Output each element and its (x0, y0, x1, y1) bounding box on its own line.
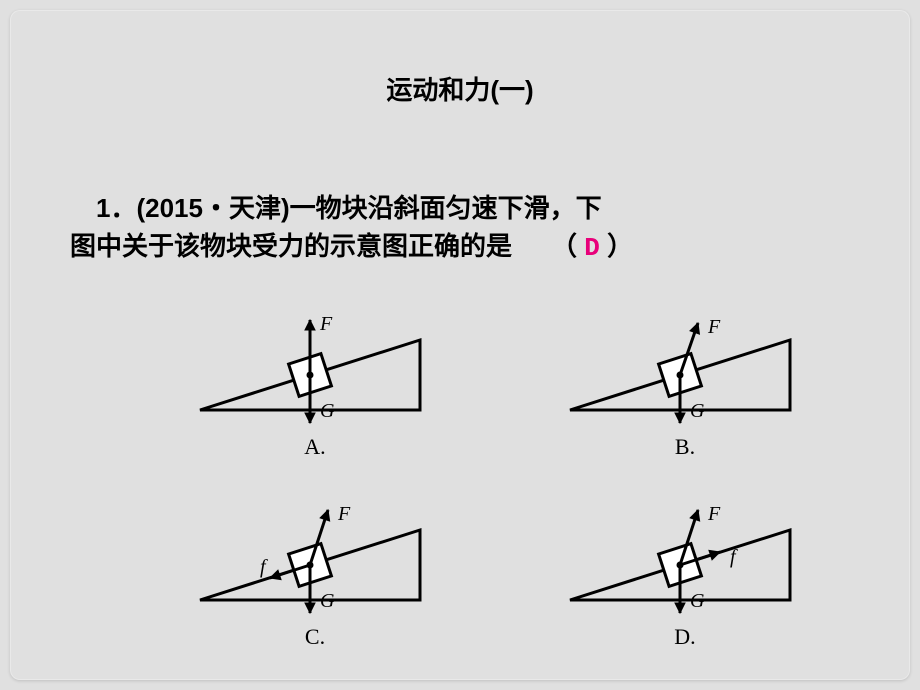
diagram-B: FGB. (560, 280, 810, 460)
diagram-D-svg: Ff G (560, 470, 810, 620)
svg-text:F: F (319, 313, 333, 335)
question-line2b: ） (607, 231, 633, 261)
diagram-A: FGA. (190, 280, 440, 460)
svg-text:G: G (320, 590, 335, 612)
slide: 运动和力(一) 1．(2015・天津)一物块沿斜面匀速下滑，下 图中关于该物块受… (10, 10, 910, 680)
diagram-D: Ff G D. (560, 470, 810, 650)
question-line2a: 图中关于该物块受力的示意图正确的是 （ (70, 231, 577, 261)
diagram-D-label: D. (560, 624, 810, 650)
diagram-B-svg: FG (560, 280, 810, 430)
question-line1: 1．(2015・天津)一物块沿斜面匀速下滑，下 (70, 193, 602, 223)
diagram-C-label: C. (190, 624, 440, 650)
slide-title: 运动和力(一) (10, 70, 910, 107)
question-text: 1．(2015・天津)一物块沿斜面匀速下滑，下 图中关于该物块受力的示意图正确的… (70, 190, 850, 267)
diagram-C: Ff G C. (190, 470, 440, 650)
diagram-A-svg: FG (190, 280, 440, 430)
diagram-B-label: B. (560, 434, 810, 460)
answer-letter: D (584, 233, 600, 263)
diagram-C-svg: Ff G (190, 470, 440, 620)
svg-text:f: f (260, 556, 268, 578)
svg-text:G: G (690, 590, 705, 612)
diagrams-area: FGA.FGB.FfGC.FfGD. (130, 280, 830, 660)
svg-text:F: F (707, 503, 721, 525)
svg-text:F: F (337, 503, 351, 525)
svg-text:G: G (320, 400, 335, 422)
svg-text:f: f (730, 546, 738, 568)
svg-text:F: F (707, 316, 721, 338)
svg-text:G: G (690, 400, 705, 422)
diagram-A-label: A. (190, 434, 440, 460)
